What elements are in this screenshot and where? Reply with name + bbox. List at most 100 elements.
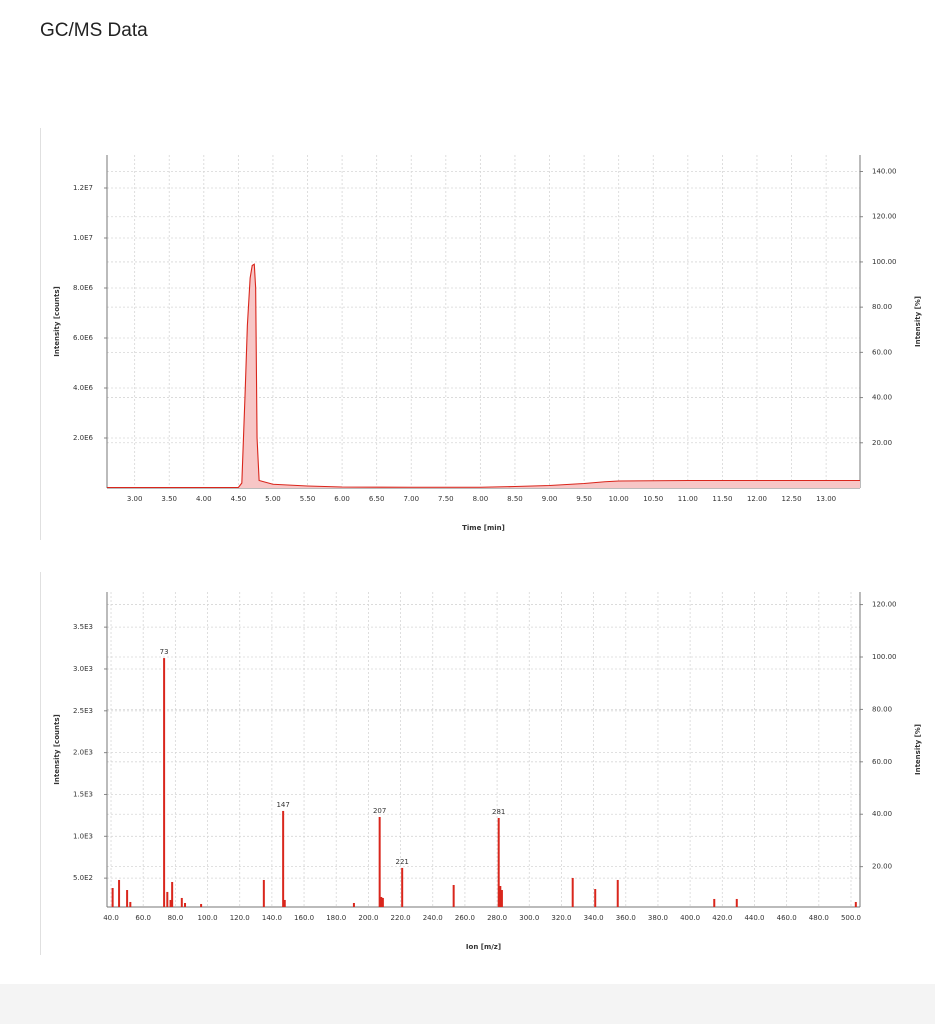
x-tick-label: 7.50 — [438, 495, 454, 503]
peak-bar — [283, 899, 286, 907]
y-tick-label: 1.2E7 — [73, 184, 93, 192]
y2-tick-label: 20.00 — [872, 439, 892, 447]
peak-bar — [166, 891, 169, 907]
y2-tick-label: 80.00 — [872, 303, 892, 311]
peak-bar — [594, 889, 597, 907]
x-axis-label: Ion [m/z] — [466, 943, 501, 951]
y-tick-label: 2.0E3 — [73, 749, 93, 757]
y2-tick-label: 60.00 — [872, 758, 892, 766]
y-tick-label: 5.0E2 — [73, 874, 93, 882]
peak-bar — [129, 901, 132, 907]
peak-bar — [184, 902, 187, 907]
y2-tick-label: 120.00 — [872, 601, 897, 609]
peak-bar — [126, 890, 129, 907]
peak-bar — [352, 902, 355, 907]
y2-axis-label: Intensity [%] — [914, 296, 922, 347]
peak-bar — [171, 881, 174, 907]
x-tick-label: 6.00 — [334, 495, 350, 503]
peak-label: 73 — [160, 648, 169, 656]
x-tick-label: 180.0 — [326, 914, 346, 922]
x-tick-label: 160.0 — [294, 914, 314, 922]
x-tick-label: 5.00 — [265, 495, 281, 503]
x-tick-label: 120.0 — [230, 914, 250, 922]
x-tick-label: 280.0 — [487, 914, 507, 922]
y2-tick-label: 100.00 — [872, 258, 897, 266]
x-tick-label: 5.50 — [300, 495, 316, 503]
peak-bar — [497, 817, 500, 907]
y-tick-label: 1.0E7 — [73, 234, 93, 242]
y2-tick-label: 20.00 — [872, 863, 892, 871]
y2-tick-label: 80.00 — [872, 705, 892, 713]
peak-label: 207 — [373, 807, 386, 815]
x-tick-label: 9.50 — [576, 495, 592, 503]
y2-axis-label: Intensity [%] — [914, 724, 922, 775]
x-tick-label: 400.0 — [680, 914, 700, 922]
peak-bar — [713, 898, 716, 907]
peak-bar — [500, 890, 503, 907]
x-tick-label: 80.0 — [168, 914, 184, 922]
x-tick-label: 10.50 — [643, 495, 663, 503]
x-tick-label: 12.00 — [747, 495, 767, 503]
peak-bar — [499, 886, 502, 907]
x-tick-label: 380.0 — [648, 914, 668, 922]
x-tick-label: 8.00 — [473, 495, 489, 503]
x-tick-label: 7.00 — [403, 495, 419, 503]
y-tick-label: 4.0E6 — [73, 384, 94, 392]
peak-bar — [381, 897, 384, 907]
peak-bar — [378, 816, 381, 907]
x-tick-label: 500.0 — [841, 914, 861, 922]
x-tick-label: 480.0 — [809, 914, 829, 922]
y2-tick-label: 140.00 — [872, 168, 897, 176]
y2-tick-label: 120.00 — [872, 213, 897, 221]
peak-bar — [163, 658, 166, 907]
x-tick-label: 9.00 — [542, 495, 558, 503]
x-tick-label: 4.00 — [196, 495, 212, 503]
x-tick-label: 260.0 — [455, 914, 475, 922]
y-tick-label: 3.0E3 — [73, 665, 93, 673]
x-tick-label: 10.00 — [609, 495, 629, 503]
x-tick-label: 60.0 — [135, 914, 151, 922]
x-tick-label: 240.0 — [423, 914, 443, 922]
x-tick-label: 11.00 — [678, 495, 698, 503]
peak-bar — [180, 897, 183, 907]
y-tick-label: 2.0E6 — [73, 434, 94, 442]
peak-bar — [282, 810, 285, 907]
x-tick-label: 3.00 — [127, 495, 143, 503]
x-tick-label: 320.0 — [551, 914, 571, 922]
peak-bar — [735, 898, 738, 907]
x-tick-label: 360.0 — [616, 914, 636, 922]
peak-bar — [200, 903, 203, 907]
area-fill — [107, 264, 860, 488]
peak-bar — [111, 888, 114, 907]
x-tick-label: 40.0 — [103, 914, 119, 922]
peak-bar — [262, 879, 265, 907]
x-tick-label: 220.0 — [391, 914, 411, 922]
y-tick-label: 3.5E3 — [73, 623, 93, 631]
x-tick-label: 200.0 — [358, 914, 378, 922]
x-tick-label: 460.0 — [777, 914, 797, 922]
x-tick-label: 440.0 — [744, 914, 764, 922]
x-tick-label: 4.50 — [231, 495, 247, 503]
y-tick-label: 2.5E3 — [73, 707, 93, 715]
x-tick-label: 8.50 — [507, 495, 523, 503]
y-axis-label: Intensity [counts] — [53, 714, 61, 784]
peak-label: 221 — [395, 858, 408, 866]
x-tick-label: 11.50 — [712, 495, 732, 503]
y-tick-label: 1.5E3 — [73, 790, 93, 798]
x-tick-label: 340.0 — [584, 914, 604, 922]
peak-label: 281 — [492, 808, 505, 816]
x-tick-label: 420.0 — [712, 914, 732, 922]
peak-bar — [571, 877, 574, 907]
y2-tick-label: 40.00 — [872, 394, 892, 402]
x-tick-label: 300.0 — [519, 914, 539, 922]
y-tick-label: 1.0E3 — [73, 832, 93, 840]
peak-label: 147 — [276, 801, 289, 809]
peak-bar — [616, 879, 619, 907]
y-tick-label: 6.0E6 — [73, 334, 94, 342]
x-tick-label: 13.00 — [816, 495, 836, 503]
y-axis-label: Intensity [counts] — [53, 286, 61, 356]
peak-bar — [380, 896, 383, 907]
peak-bar — [118, 879, 121, 907]
